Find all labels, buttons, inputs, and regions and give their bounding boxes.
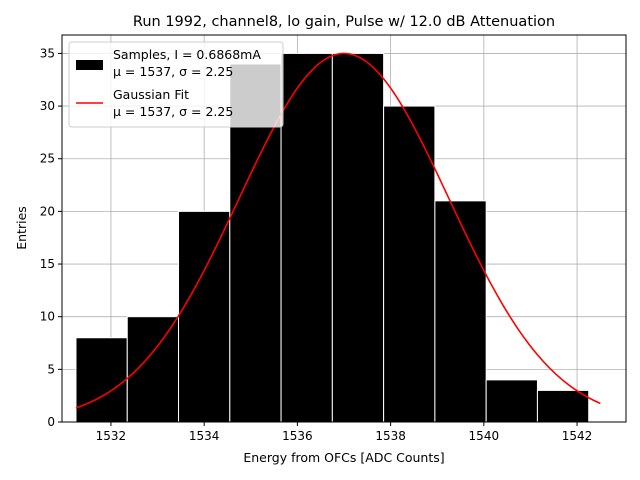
- x-tick-label-2: 1536: [282, 429, 313, 443]
- y-tick-label-4: 20: [40, 204, 55, 218]
- y-tick-label-5: 25: [40, 152, 55, 166]
- legend-fit-label: Gaussian Fit: [113, 87, 189, 102]
- x-tick-label-1: 1534: [189, 429, 220, 443]
- y-tick-label-7: 35: [40, 46, 55, 60]
- legend-samples-swatch: [76, 60, 103, 70]
- x-tick-label-3: 1538: [375, 429, 406, 443]
- x-tick-label-0: 1532: [96, 429, 127, 443]
- histogram-bar: [331, 52, 385, 423]
- y-axis-ticks: 0 5 10 15 20 25 30 35: [40, 46, 62, 429]
- histogram-bar: [126, 316, 180, 423]
- histogram-bar: [75, 337, 128, 423]
- histogram-bar: [485, 379, 538, 423]
- legend-box: [68, 41, 284, 128]
- legend-samples-label: Samples, I = 0.6868mA: [113, 47, 261, 62]
- histogram-bar: [434, 200, 487, 423]
- plot-frame: [61, 34, 627, 423]
- y-tick-label-6: 30: [40, 99, 55, 113]
- histogram-bars: [75, 52, 590, 423]
- histogram-bar: [383, 105, 436, 423]
- y-tick-label-2: 10: [40, 310, 55, 324]
- histogram-bar: [280, 52, 333, 423]
- x-axis-ticks: 1532 1534 1536 1538 1540 1542: [96, 422, 593, 443]
- y-tick-label-1: 5: [47, 362, 55, 376]
- y-tick-label-3: 15: [40, 257, 55, 271]
- y-tick-label-0: 0: [47, 415, 55, 429]
- x-axis-label: Energy from OFCs [ADC Counts]: [243, 450, 444, 465]
- histogram-bar: [536, 389, 590, 423]
- y-axis-label: Entries: [14, 206, 29, 250]
- legend-fit-sublabel: μ = 1537, σ = 2.25: [113, 104, 233, 119]
- x-tick-label-4: 1540: [469, 429, 500, 443]
- histogram-bar: [178, 210, 231, 423]
- chart-title: Run 1992, channel8, lo gain, Pulse w/ 12…: [133, 14, 555, 30]
- legend-samples-sublabel: μ = 1537, σ = 2.25: [113, 64, 233, 79]
- legend: Samples, I = 0.6868mA μ = 1537, σ = 2.25…: [68, 41, 284, 128]
- gaussian-fit-line: [75, 52, 601, 409]
- gaussian-fit: [75, 52, 601, 409]
- x-tick-label-5: 1542: [562, 429, 593, 443]
